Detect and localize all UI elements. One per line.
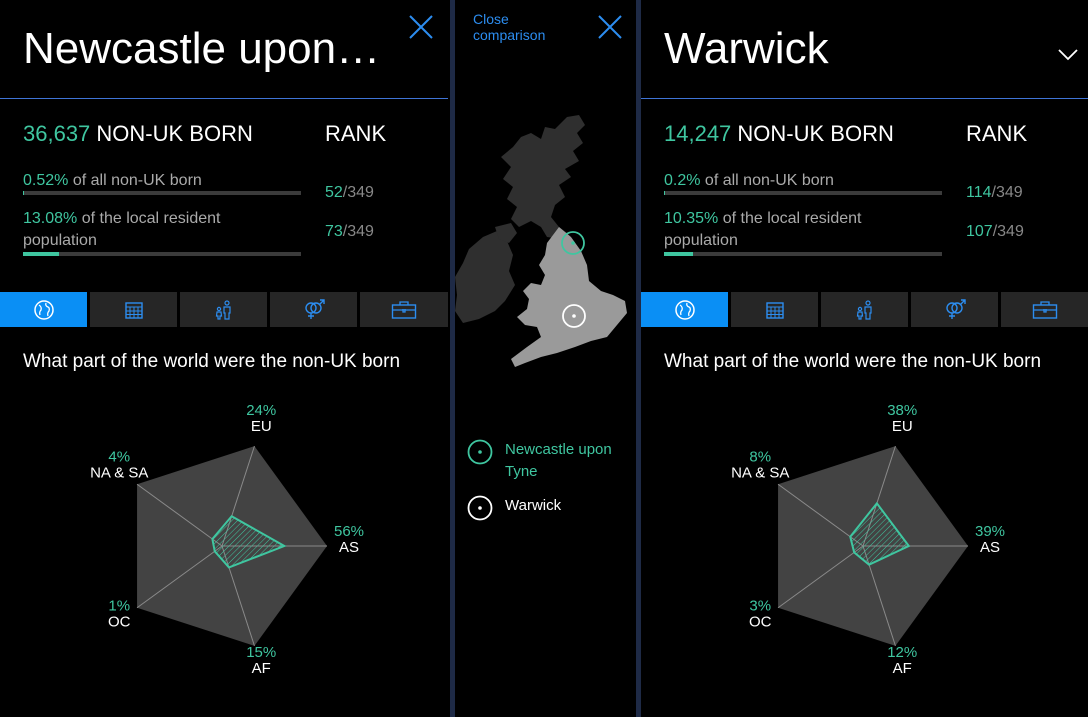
- share-of-non-uk-born: 0.2% of all non-UK born: [664, 172, 834, 189]
- legend-item-warwick[interactable]: Warwick: [467, 495, 561, 521]
- gender-icon: [304, 298, 325, 319]
- radar-value-label: 4%: [108, 448, 130, 465]
- origin-radar-chart: 24%EU 56%AS 15%AF 1%OC 4%NA & SA: [90, 402, 364, 677]
- radar-value-label: 3%: [749, 598, 771, 615]
- radar-data-area: [211, 514, 287, 569]
- share-rank: 114/349: [966, 184, 1023, 201]
- radar-axis-label: AF: [893, 660, 912, 677]
- category-tabs: [641, 292, 1088, 327]
- tab-employment[interactable]: [360, 292, 448, 327]
- non-uk-born-count: 36,637 NON-UK BORN: [23, 121, 253, 146]
- briefcase-icon: [391, 300, 417, 319]
- panel-separator: [636, 0, 641, 717]
- map-england-wales: [511, 227, 627, 367]
- radar-data-area: [849, 501, 911, 566]
- radar-value-label: 38%: [887, 402, 917, 419]
- calendar-icon: [124, 301, 143, 319]
- briefcase-icon: [1032, 300, 1057, 319]
- left-area-panel: Newcastle upon… 36,637 NON-UK BORN RANK …: [0, 0, 448, 717]
- header-divider: [0, 98, 448, 99]
- tab-employment[interactable]: [1001, 292, 1088, 327]
- legend-label-line2: Tyne: [505, 463, 538, 480]
- share-bar: [664, 191, 942, 195]
- category-tabs: [0, 292, 448, 327]
- chevron-down-icon[interactable]: [1057, 48, 1079, 62]
- tab-world[interactable]: [0, 292, 87, 327]
- area-title[interactable]: Warwick: [664, 24, 829, 73]
- map-marker-newcastle[interactable]: [561, 231, 585, 255]
- share-rank: 52/349: [325, 184, 374, 201]
- local-rank: 107/349: [966, 223, 1024, 240]
- share-bar: [23, 191, 301, 195]
- radar-spoke: [136, 483, 223, 547]
- globe-icon: [674, 299, 695, 320]
- local-bar: [664, 252, 942, 256]
- radar-axis-label: OC: [749, 614, 772, 631]
- header-divider: [641, 98, 1088, 99]
- family-icon: [215, 299, 231, 320]
- radar-axis-label: NA & SA: [90, 464, 148, 481]
- radar-value-label: 15%: [246, 644, 276, 661]
- legend-label: Warwick: [505, 497, 562, 514]
- radar-value-label: 39%: [975, 523, 1005, 540]
- tab-calendar[interactable]: [731, 292, 818, 327]
- radar-spoke: [777, 545, 864, 609]
- non-uk-born-count: 14,247 NON-UK BORN: [664, 121, 894, 146]
- close-comparison-link[interactable]: Close comparison: [473, 11, 546, 43]
- share-of-local-population: 13.08% of the local resident population: [23, 210, 221, 249]
- radar-axis-label: AF: [252, 660, 271, 677]
- rank-header: RANK: [325, 121, 387, 146]
- comparison-map-panel: Close comparison Newcastle upon Tyne Warwi…: [455, 0, 634, 717]
- map-ireland: [455, 231, 515, 323]
- share-of-non-uk-born: 0.52% of all non-UK born: [23, 172, 202, 189]
- local-bar: [23, 252, 301, 256]
- close-icon[interactable]: [408, 14, 434, 40]
- local-bar-fill: [664, 252, 693, 256]
- section-question: What part of the world were the non-UK b…: [664, 351, 1042, 372]
- share-of-local-population: 10.35% of the local resident population: [664, 210, 862, 249]
- tab-calendar[interactable]: [90, 292, 177, 327]
- gender-icon: [945, 298, 966, 319]
- marker-icon: [467, 495, 493, 521]
- section-question: What part of the world were the non-UK b…: [23, 351, 401, 372]
- map-marker-warwick[interactable]: [562, 304, 586, 328]
- radar-value-label: 56%: [334, 523, 364, 540]
- radar-axis-label: EU: [251, 418, 272, 435]
- radar-axis-label: AS: [339, 539, 359, 556]
- radar-axis-label: OC: [108, 614, 131, 631]
- legend-label: Newcastle upon: [505, 441, 612, 458]
- tab-world[interactable]: [641, 292, 728, 327]
- radar-value-label: 8%: [749, 448, 771, 465]
- origin-radar-chart: 38%EU 39%AS 12%AF 3%OC 8%NA & SA: [731, 402, 1005, 677]
- close-comparison-icon[interactable]: [597, 14, 623, 40]
- radar-axis-label: EU: [892, 418, 913, 435]
- map-northern-ireland: [495, 223, 517, 243]
- tab-gender[interactable]: [911, 292, 998, 327]
- panel-separator: [450, 0, 455, 717]
- calendar-icon: [765, 301, 784, 319]
- radar-value-label: 1%: [108, 598, 130, 615]
- share-bar-fill: [664, 191, 665, 195]
- share-bar-fill: [23, 191, 25, 195]
- globe-icon: [33, 299, 54, 320]
- radar-spoke: [777, 483, 864, 547]
- marker-icon: [467, 439, 493, 465]
- radar-value-label: 12%: [887, 644, 917, 661]
- radar-axis-label: NA & SA: [731, 464, 789, 481]
- tab-family[interactable]: [180, 292, 267, 327]
- legend-item-newcastle[interactable]: Newcastle upon Tyne: [467, 439, 612, 483]
- tab-gender[interactable]: [270, 292, 357, 327]
- area-title[interactable]: Newcastle upon…: [23, 24, 381, 73]
- rank-header: RANK: [966, 121, 1028, 146]
- local-rank: 73/349: [325, 223, 374, 240]
- local-bar-fill: [23, 252, 60, 256]
- family-icon: [856, 299, 872, 320]
- map-scotland: [501, 115, 585, 239]
- right-area-panel: Warwick 14,247 NON-UK BORN RANK 0.2% of …: [641, 0, 1088, 717]
- radar-spoke: [136, 545, 223, 609]
- tab-family[interactable]: [821, 292, 908, 327]
- radar-axis-label: AS: [980, 539, 1000, 556]
- radar-value-label: 24%: [246, 402, 276, 419]
- uk-map[interactable]: [455, 115, 634, 380]
